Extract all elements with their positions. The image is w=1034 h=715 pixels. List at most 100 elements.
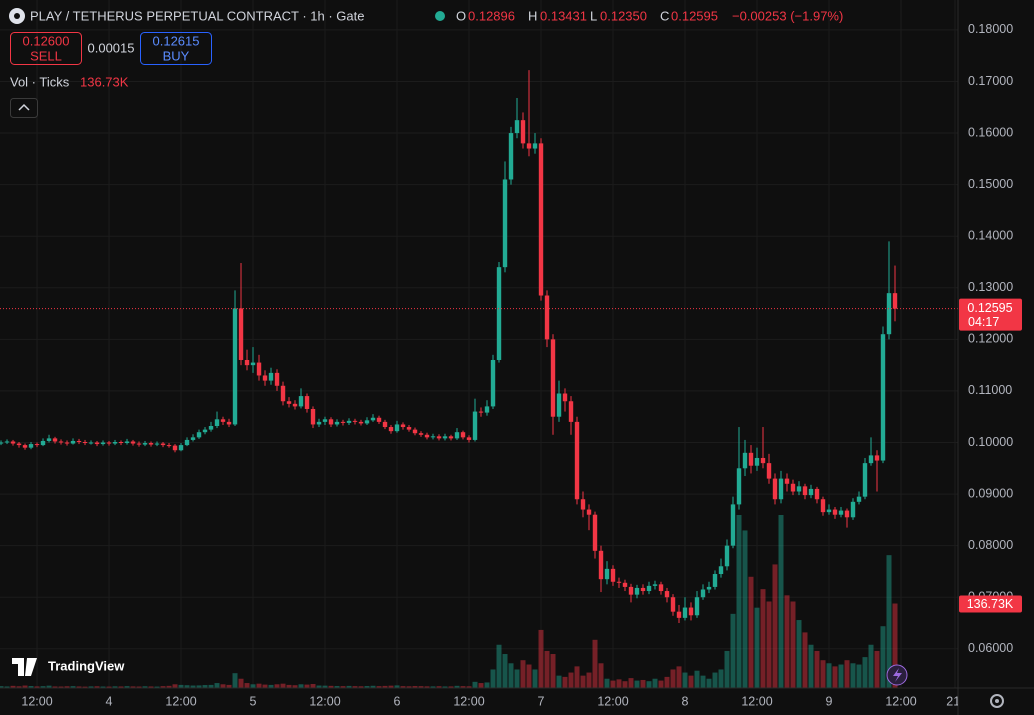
volume-bar xyxy=(154,686,160,688)
candle-body xyxy=(532,143,538,149)
candle-body xyxy=(304,396,310,409)
y-tick-label: 0.18000 xyxy=(968,22,1013,36)
buy-button[interactable] xyxy=(140,32,212,65)
volume-bar xyxy=(700,675,706,688)
last-price-box xyxy=(959,298,1022,331)
candle-body xyxy=(22,445,28,448)
volume-bar xyxy=(610,680,616,688)
volume-bar xyxy=(214,683,220,688)
volume-bar xyxy=(616,679,622,688)
volume-bar xyxy=(802,632,808,688)
candle-body xyxy=(418,433,424,435)
candle-body xyxy=(124,441,130,444)
candle-body xyxy=(166,445,172,447)
candle-body xyxy=(4,441,10,443)
sell-button[interactable] xyxy=(10,32,82,65)
candle-body xyxy=(316,421,322,425)
buy-price: 0.12615 xyxy=(153,33,200,48)
x-tick-label: 5 xyxy=(250,694,257,708)
volume-bar xyxy=(178,684,184,688)
candle-body xyxy=(448,436,454,439)
candle-body xyxy=(724,545,730,567)
volume-bar xyxy=(580,675,586,688)
settings-button[interactable] xyxy=(990,694,1004,708)
candle-body xyxy=(250,362,256,366)
volume-bar xyxy=(808,644,814,688)
volume-bar xyxy=(640,679,646,688)
candle-body xyxy=(676,611,682,618)
candle-body xyxy=(262,375,268,381)
candle-body xyxy=(142,443,148,445)
y-tick-label: 0.08000 xyxy=(968,538,1013,552)
logo: TradingView xyxy=(12,658,125,676)
x-tick-label: 12:00 xyxy=(165,694,196,708)
x-tick-label: 8 xyxy=(682,694,689,708)
candle-body xyxy=(214,419,220,427)
candle-body xyxy=(268,372,274,381)
candle-body xyxy=(508,133,514,180)
volume-bar xyxy=(58,686,64,688)
header: PLAY / TETHERUS PERPETUAL CONTRACT · 1h … xyxy=(9,8,843,118)
volume-bar xyxy=(604,678,610,688)
candle-body xyxy=(526,143,532,149)
candle-body xyxy=(682,607,688,618)
candle-body xyxy=(436,436,442,439)
candle-body xyxy=(772,478,778,500)
volume-bar xyxy=(10,685,16,688)
y-tick-label: 0.15000 xyxy=(968,177,1013,191)
candle-body xyxy=(838,510,844,515)
volume-bar xyxy=(262,684,268,688)
volume-bar xyxy=(568,672,574,688)
volume-bar xyxy=(772,564,778,688)
axes: 0.060000.070000.080000.090000.100000.110… xyxy=(968,22,1013,655)
volume-bar xyxy=(256,683,262,688)
sell-label: SELL xyxy=(30,48,62,63)
candle-body xyxy=(154,443,160,445)
candle-body xyxy=(370,417,376,421)
symbol-title: PLAY / TETHERUS PERPETUAL CONTRACT · 1h … xyxy=(30,8,364,23)
y-tick-label: 0.09000 xyxy=(968,486,1013,500)
candle-body xyxy=(412,429,418,434)
candle-body xyxy=(76,440,82,442)
candle-body xyxy=(34,444,40,446)
candle-body xyxy=(340,421,346,423)
candle-body xyxy=(790,483,796,492)
candle-body xyxy=(616,581,622,583)
volume-bar xyxy=(112,686,118,688)
candle-body xyxy=(58,441,64,443)
volume-bar xyxy=(532,669,538,688)
x-tick-label: 6 xyxy=(394,694,401,708)
candle-body xyxy=(28,444,34,448)
volume-bar xyxy=(826,663,832,688)
volume-bar xyxy=(148,686,154,688)
volume-bar xyxy=(418,686,424,688)
volume-bar xyxy=(358,686,364,688)
volume-bar xyxy=(790,601,796,688)
volume-bar xyxy=(394,685,400,688)
volume-bar xyxy=(562,676,568,688)
grid xyxy=(0,0,958,688)
volume-bar xyxy=(598,663,604,688)
candle-body xyxy=(238,308,244,360)
volume-bar xyxy=(850,663,856,688)
candle-body xyxy=(754,457,760,466)
collapse-button[interactable] xyxy=(10,98,38,118)
volume-bar xyxy=(754,607,760,688)
candle-body xyxy=(880,334,886,461)
candle-body xyxy=(748,452,754,466)
volume-bar xyxy=(766,601,772,688)
candle-body xyxy=(886,293,892,335)
volume-bar xyxy=(52,686,58,688)
volume-bar xyxy=(232,673,238,688)
logo-text: TradingView xyxy=(48,658,125,673)
candle-body xyxy=(484,406,490,413)
volume-bar xyxy=(874,650,880,688)
y-tick-label: 0.06000 xyxy=(968,641,1013,655)
volume-bar xyxy=(796,620,802,688)
volume-bar xyxy=(748,576,754,688)
volume-bar xyxy=(496,644,502,688)
volume-bar xyxy=(508,663,514,688)
candle-body xyxy=(850,501,856,518)
y-tick-label: 0.16000 xyxy=(968,125,1013,139)
candle-body xyxy=(94,442,100,445)
